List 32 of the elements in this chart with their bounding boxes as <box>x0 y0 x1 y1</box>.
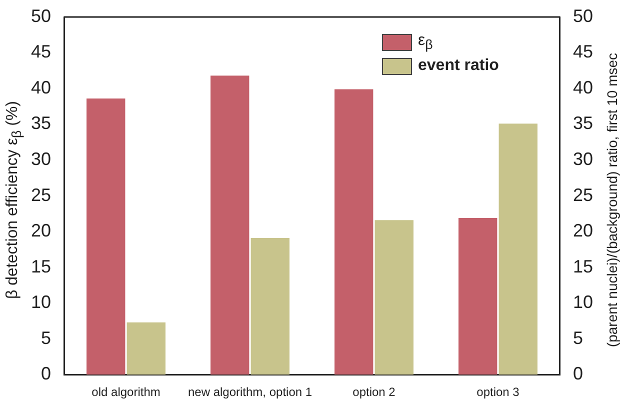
y2-axis-title: (parent nuclei)/(background) ratio, first 10 msec <box>604 52 620 348</box>
y2-tick-label: 15 <box>572 256 594 276</box>
y2-tick-label: 25 <box>572 184 594 205</box>
y-tick-label: 15 <box>30 256 52 276</box>
y-tick-label: 30 <box>30 149 52 170</box>
y-tick-label: 0 <box>41 364 52 384</box>
legend-label: event ratio <box>418 57 499 75</box>
y-tick-label: 25 <box>30 184 52 205</box>
legend-label: ε$_{β}$ <box>418 32 433 52</box>
y2-tick-label: 30 <box>572 149 594 170</box>
bar <box>86 98 126 375</box>
y-tick-label: 45 <box>30 42 52 62</box>
y2-tick-label: 0 <box>572 364 583 384</box>
x-tick-label: new algorithm, option 1 <box>188 385 312 400</box>
y-tick-label: 5 <box>41 328 52 348</box>
y-tick-label: 35 <box>30 113 52 134</box>
y-tick-label: 40 <box>30 77 52 98</box>
y2-tick-label: 10 <box>572 292 594 312</box>
x-tick-label: old algorithm <box>92 385 160 400</box>
y-tick-label: 10 <box>30 292 52 312</box>
bar <box>210 76 250 375</box>
y2-tick-label: 5 <box>572 328 583 348</box>
bar <box>126 322 166 375</box>
y-tick-label: 50 <box>30 6 52 26</box>
x-tick-label: option 3 <box>476 385 520 400</box>
y2-tick-label: 20 <box>572 220 594 241</box>
x-tick-label: option 2 <box>352 385 396 400</box>
y2-tick-label: 35 <box>572 113 594 134</box>
y-tick-label: 20 <box>30 220 52 241</box>
y2-tick-label: 50 <box>572 6 594 26</box>
y2-tick-label: 40 <box>572 77 594 98</box>
y2-tick-label: 45 <box>572 42 594 62</box>
